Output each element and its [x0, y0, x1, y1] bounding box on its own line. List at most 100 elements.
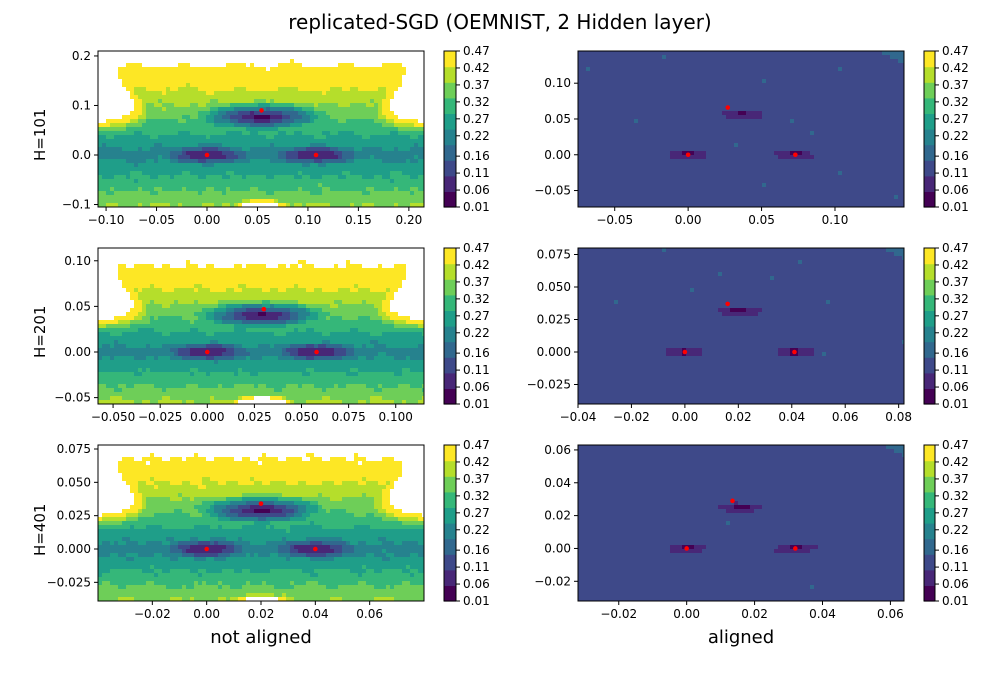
contour-cell — [194, 95, 199, 100]
contour-cell — [374, 151, 379, 156]
contour-cell — [282, 99, 287, 104]
contour-cell — [854, 131, 859, 136]
contour-cell — [218, 199, 223, 204]
contour-cell — [238, 191, 243, 196]
contour-cell — [214, 203, 219, 207]
contour-cell — [662, 63, 667, 68]
contour-cell — [742, 131, 747, 136]
contour-cell — [658, 119, 663, 124]
contour-cell — [806, 91, 811, 96]
contour-cell — [222, 111, 227, 116]
contour-cell — [154, 87, 159, 92]
contour-cell — [290, 127, 295, 132]
contour-cell — [150, 107, 155, 112]
contour-cell — [802, 103, 807, 108]
contour-cell — [198, 191, 203, 196]
contour-cell — [718, 115, 723, 120]
contour-cell — [778, 55, 783, 60]
contour-cell — [794, 79, 799, 84]
contour-cell — [370, 159, 375, 164]
contour-cell — [366, 191, 371, 196]
contour-cell — [254, 175, 259, 180]
contour-cell — [410, 199, 415, 204]
contour-cell — [302, 71, 307, 76]
contour-cell — [146, 71, 151, 76]
contour-cell — [366, 55, 371, 60]
contour-cell — [706, 91, 711, 96]
contour-cell — [234, 99, 239, 104]
contour-cell — [330, 151, 335, 156]
contour-cell — [278, 95, 283, 100]
contour-cell — [382, 163, 387, 168]
contour-cell — [370, 67, 375, 72]
contour-cell — [726, 55, 731, 60]
contour-cell — [402, 203, 407, 207]
contour-cell — [414, 75, 419, 80]
contour-cell — [278, 55, 283, 60]
contour-cell — [638, 135, 643, 140]
contour-cell — [142, 175, 147, 180]
contour-cell — [134, 203, 139, 207]
contour-cell — [722, 71, 727, 76]
contour-cell — [398, 119, 403, 124]
contour-cell — [678, 103, 683, 108]
contour-cell — [354, 119, 359, 124]
contour-cell — [174, 143, 179, 148]
contour-cell — [822, 87, 827, 92]
contour-cell — [714, 107, 719, 112]
contour-cell — [106, 139, 111, 144]
contour-cell — [298, 203, 303, 207]
contour-cell — [218, 95, 223, 100]
contour-cell — [186, 151, 191, 156]
contour-cell — [378, 203, 383, 207]
contour-cell — [618, 59, 623, 64]
contour-cell — [650, 79, 655, 84]
contour-cell — [98, 195, 103, 200]
contour-cell — [226, 199, 231, 204]
contour-cell — [206, 103, 211, 108]
contour-cell — [422, 115, 424, 120]
contour-cell — [798, 103, 803, 108]
contour-cell — [378, 151, 383, 156]
contour-cell — [750, 95, 755, 100]
contour-cell — [410, 179, 415, 184]
contour-cell — [882, 55, 887, 60]
contour-cell — [802, 99, 807, 104]
contour-cell — [266, 199, 271, 204]
contour-cell — [722, 111, 727, 116]
contour-cell — [682, 59, 687, 64]
contour-cell — [334, 139, 339, 144]
contour-cell — [418, 107, 423, 112]
contour-cell — [338, 119, 343, 124]
contour-cell — [142, 179, 147, 184]
contour-cell — [350, 83, 355, 88]
contour-cell — [206, 155, 211, 160]
contour-cell — [350, 143, 355, 148]
contour-cell — [138, 171, 143, 176]
contour-cell — [126, 87, 131, 92]
contour-cell — [318, 139, 323, 144]
contour-cell — [314, 127, 319, 132]
contour-cell — [418, 179, 423, 184]
contour-cell — [258, 123, 263, 128]
contour-cell — [122, 163, 127, 168]
contour-cell — [182, 203, 187, 207]
contour-cell — [178, 203, 183, 207]
contour-cell — [298, 159, 303, 164]
contour-cell — [354, 59, 359, 64]
contour-cell — [658, 51, 663, 56]
contour-cell — [322, 111, 327, 116]
contour-cell — [174, 179, 179, 184]
contour-cell — [742, 123, 747, 128]
contour-cell — [758, 55, 763, 60]
contour-cell — [318, 91, 323, 96]
contour-cell — [854, 87, 859, 92]
contour-cell — [850, 55, 855, 60]
contour-cell — [174, 187, 179, 192]
contour-cell — [806, 75, 811, 80]
contour-cell — [842, 75, 847, 80]
contour-cell — [126, 119, 131, 124]
contour-cell — [158, 135, 163, 140]
contour-cell — [290, 183, 295, 188]
contour-cell — [390, 131, 395, 136]
